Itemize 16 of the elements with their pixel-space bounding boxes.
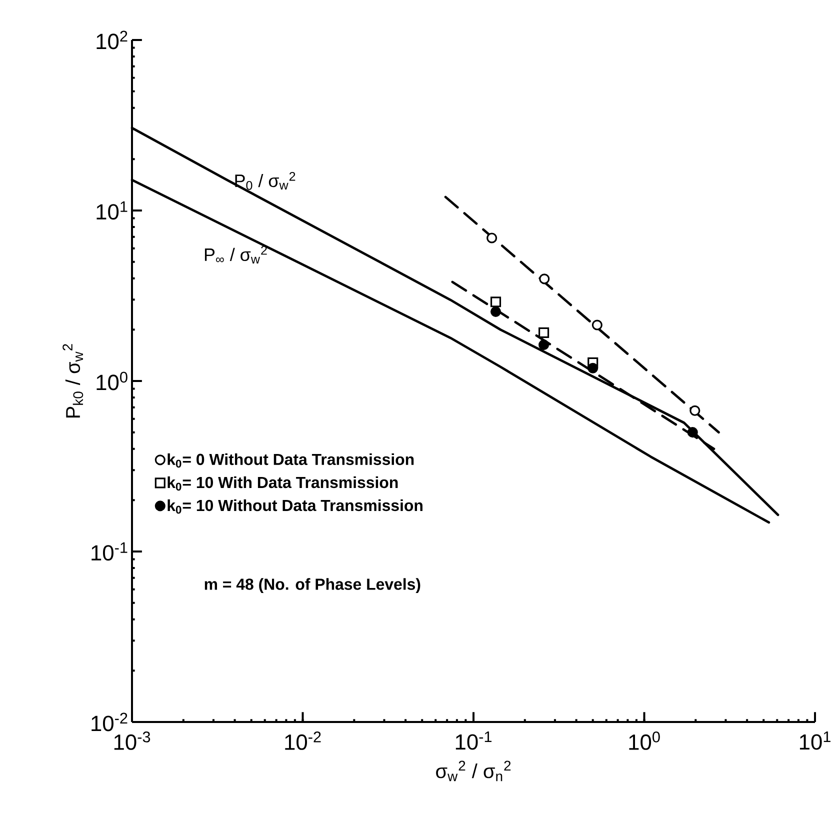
x-tick-label: 10$^{0}$ [629, 731, 660, 750]
legend-label: k$_{0}$= 10 With Data Transmission [168, 476, 398, 491]
y-tick-label: 10$^{-1}$ [92, 542, 128, 561]
y-tick-label: 10$^{-2}$ [92, 712, 128, 732]
x-tick-label: 10$^{-2}$ [285, 731, 321, 750]
x-axis-title: σ$_{w}$$^{2}$ / σ$_{n}$2 [436, 760, 511, 782]
y-tick-label: 10$^{0}$ [96, 372, 128, 390]
y-axis-title: P$_{k0}$ / σ$_{w}$2 [62, 344, 84, 418]
x-tick-label: 10$^{-1}$ [456, 731, 492, 750]
y-tick-label: 10$^{1}$ [96, 201, 128, 220]
annotation: m = 48 (No. of Phase Levels) [204, 578, 420, 594]
legend-label: k$_{0}$= 0 Without Data Transmission [168, 453, 414, 468]
x-tick-label: 10$^{-3}$ [114, 731, 150, 750]
y-tick-label: 10$^{2}$ [96, 30, 128, 50]
legend-label: k$_{0}$= 10 Without Data Transmission [168, 499, 422, 514]
x-tick-label: 10$^{1}$ [800, 731, 830, 750]
